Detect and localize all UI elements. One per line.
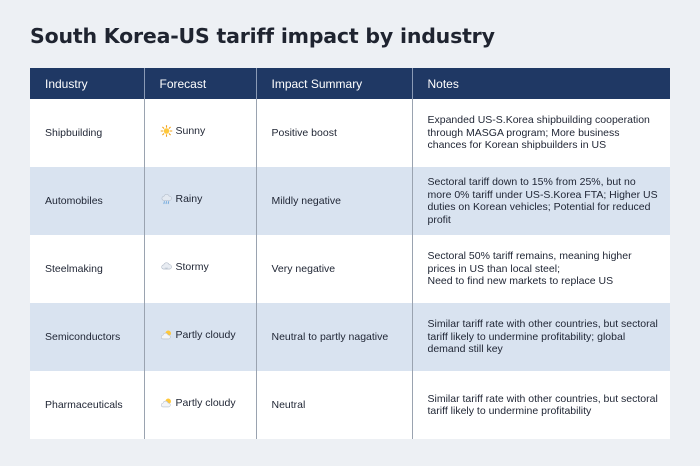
forecast-label: Partly cloudy <box>175 329 236 342</box>
forecast: Sunny <box>160 125 206 138</box>
storm-cloud-icon <box>160 261 173 273</box>
notes-cell: Sectoral 50% tariff remains, meaning hig… <box>411 235 670 303</box>
table-row: Semiconductors Partly cloudy Neutral to pa… <box>30 303 670 371</box>
forecast-cell: Partly cloudy <box>143 371 256 439</box>
column-header-forecast: Forecast <box>143 68 256 99</box>
forecast: Rainy <box>160 193 203 206</box>
forecast-label: Stormy <box>175 261 209 274</box>
forecast-cell: Partly cloudy <box>143 303 256 371</box>
forecast-cell: Rainy <box>143 167 256 235</box>
notes-cell: Similar tariff rate with other countries… <box>411 371 670 439</box>
partly-cloudy-icon <box>160 397 173 409</box>
impact-summary-cell: Mildly negative <box>255 167 412 235</box>
sun-icon <box>160 125 173 138</box>
table-row: Shipbuilding Sunny Positive boost Expanded … <box>30 99 670 167</box>
impact-summary-cell: Positive boost <box>255 99 412 167</box>
industry-cell: Semiconductors <box>30 303 144 371</box>
forecast-label: Rainy <box>175 193 203 206</box>
column-header-impact-summary: Impact Summary <box>255 68 412 99</box>
industry-cell: Shipbuilding <box>30 99 144 167</box>
notes-cell: Expanded US-S.Korea shipbuilding coopera… <box>411 99 670 167</box>
notes-cell: Sectoral tariff down to 15% from 25%, bu… <box>411 167 670 235</box>
table-row: Steelmaking Stormy Very negative Sectoral 5… <box>30 235 670 303</box>
forecast-cell: Stormy <box>143 235 256 303</box>
industry-cell: Pharmaceuticals <box>30 371 144 439</box>
table-header-row: Industry Forecast Impact Summary Notes <box>30 68 670 99</box>
page-title: South Korea-US tariff impact by industry <box>30 24 495 48</box>
forecast: Stormy <box>160 261 209 274</box>
industry-cell: Steelmaking <box>30 235 144 303</box>
forecast-label: Sunny <box>175 125 206 138</box>
partly-cloudy-icon <box>160 329 173 341</box>
notes-cell: Similar tariff rate with other countries… <box>411 303 670 371</box>
column-header-industry: Industry <box>30 68 144 99</box>
forecast-cell: Sunny <box>143 99 256 167</box>
forecast: Partly cloudy <box>160 329 236 342</box>
industry-cell: Automobiles <box>30 167 144 235</box>
table-row: Automobiles Rainy Mildly negative Sectoral … <box>30 167 670 235</box>
forecast: Partly cloudy <box>160 397 236 410</box>
impact-summary-cell: Neutral to partly nagative <box>255 303 412 371</box>
rain-cloud-icon <box>160 193 173 205</box>
tariff-impact-table: Industry Forecast Impact Summary Notes S… <box>30 68 670 439</box>
table-row: Pharmaceuticals Partly cloudy Neutral Simil… <box>30 371 670 439</box>
forecast-label: Partly cloudy <box>175 397 236 410</box>
impact-summary-cell: Very negative <box>255 235 412 303</box>
impact-summary-cell: Neutral <box>255 371 412 439</box>
column-header-notes: Notes <box>411 68 670 99</box>
